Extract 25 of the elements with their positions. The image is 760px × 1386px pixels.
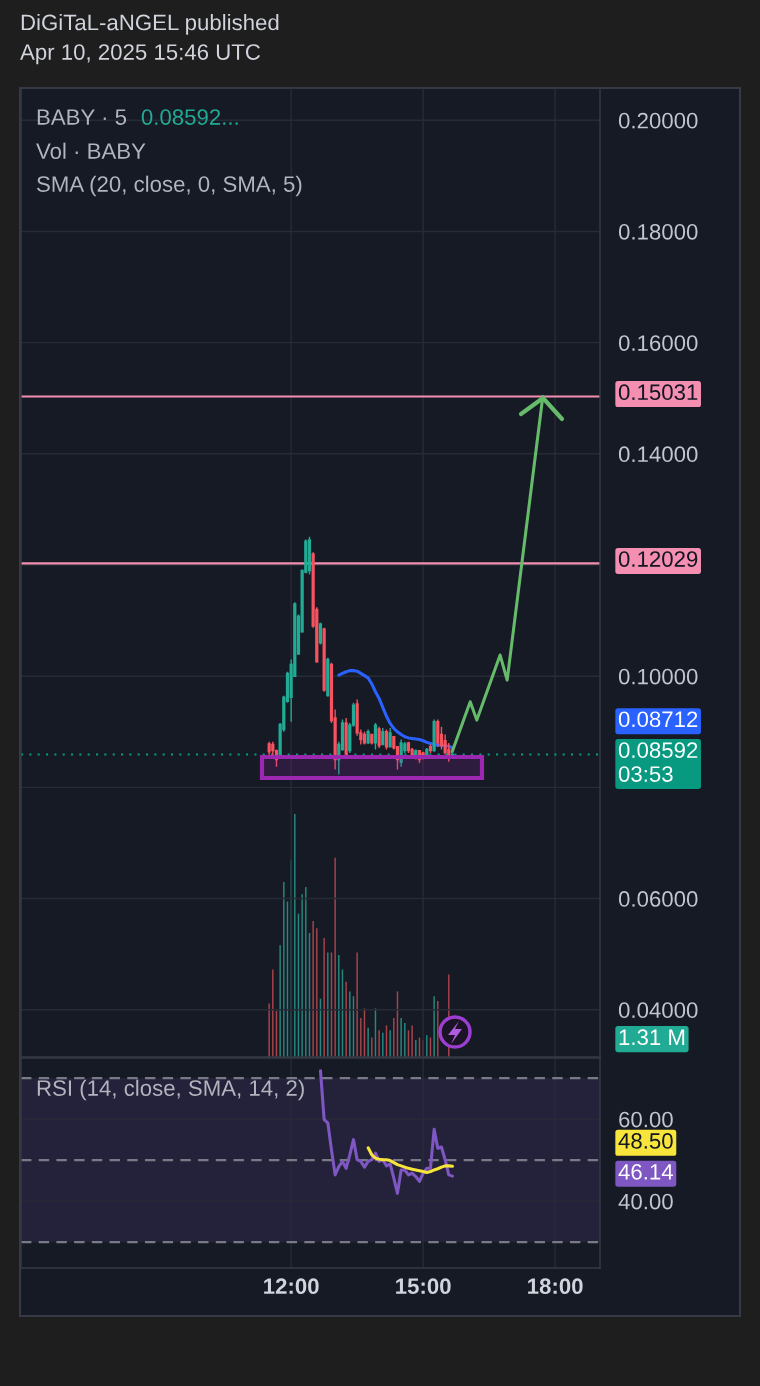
y-tick-label: 0.06000	[618, 891, 698, 907]
text: 0.08592...	[141, 109, 238, 125]
y-tick-label: 0.18000	[618, 223, 698, 240]
y-tick-label: 60.00	[619, 1111, 673, 1128]
text: 48.50	[618, 1133, 673, 1149]
y-tick-label: 0.14000	[618, 446, 698, 463]
ref-line-label: 0.15031	[618, 384, 698, 401]
text: RSI (14, close, SMA, 14, 2)	[37, 1079, 304, 1101]
x-tick-label: 12:00	[264, 1278, 319, 1295]
y-tick-label: 0.10000	[618, 668, 698, 685]
y-tick-label: 0.04000	[618, 1002, 698, 1019]
annotation: SMA (20, close, 0, SMA, 5)	[37, 175, 302, 197]
y-tick-label: 0.20000	[618, 112, 698, 129]
text: 0.08712	[618, 711, 698, 728]
x-tick-label: 15:00	[396, 1278, 451, 1295]
ref-line-label: 0.12029	[618, 551, 698, 567]
y-tick-label: 0.16000	[618, 335, 698, 351]
text: DiGiTaL-aNGEL published Apr 10, 2025 15:46 UTC	[20, 14, 279, 65]
ref-line-label: 0.08592 03:53	[618, 742, 698, 782]
text: 46.14	[618, 1163, 673, 1180]
chart-title: Vol · BABY	[36, 142, 146, 159]
y-tick-label: 40.00	[618, 1193, 673, 1210]
text: BABY · 5	[37, 109, 127, 125]
x-tick-label: 18:00	[528, 1278, 583, 1295]
text: 1.31 M	[619, 1029, 685, 1046]
